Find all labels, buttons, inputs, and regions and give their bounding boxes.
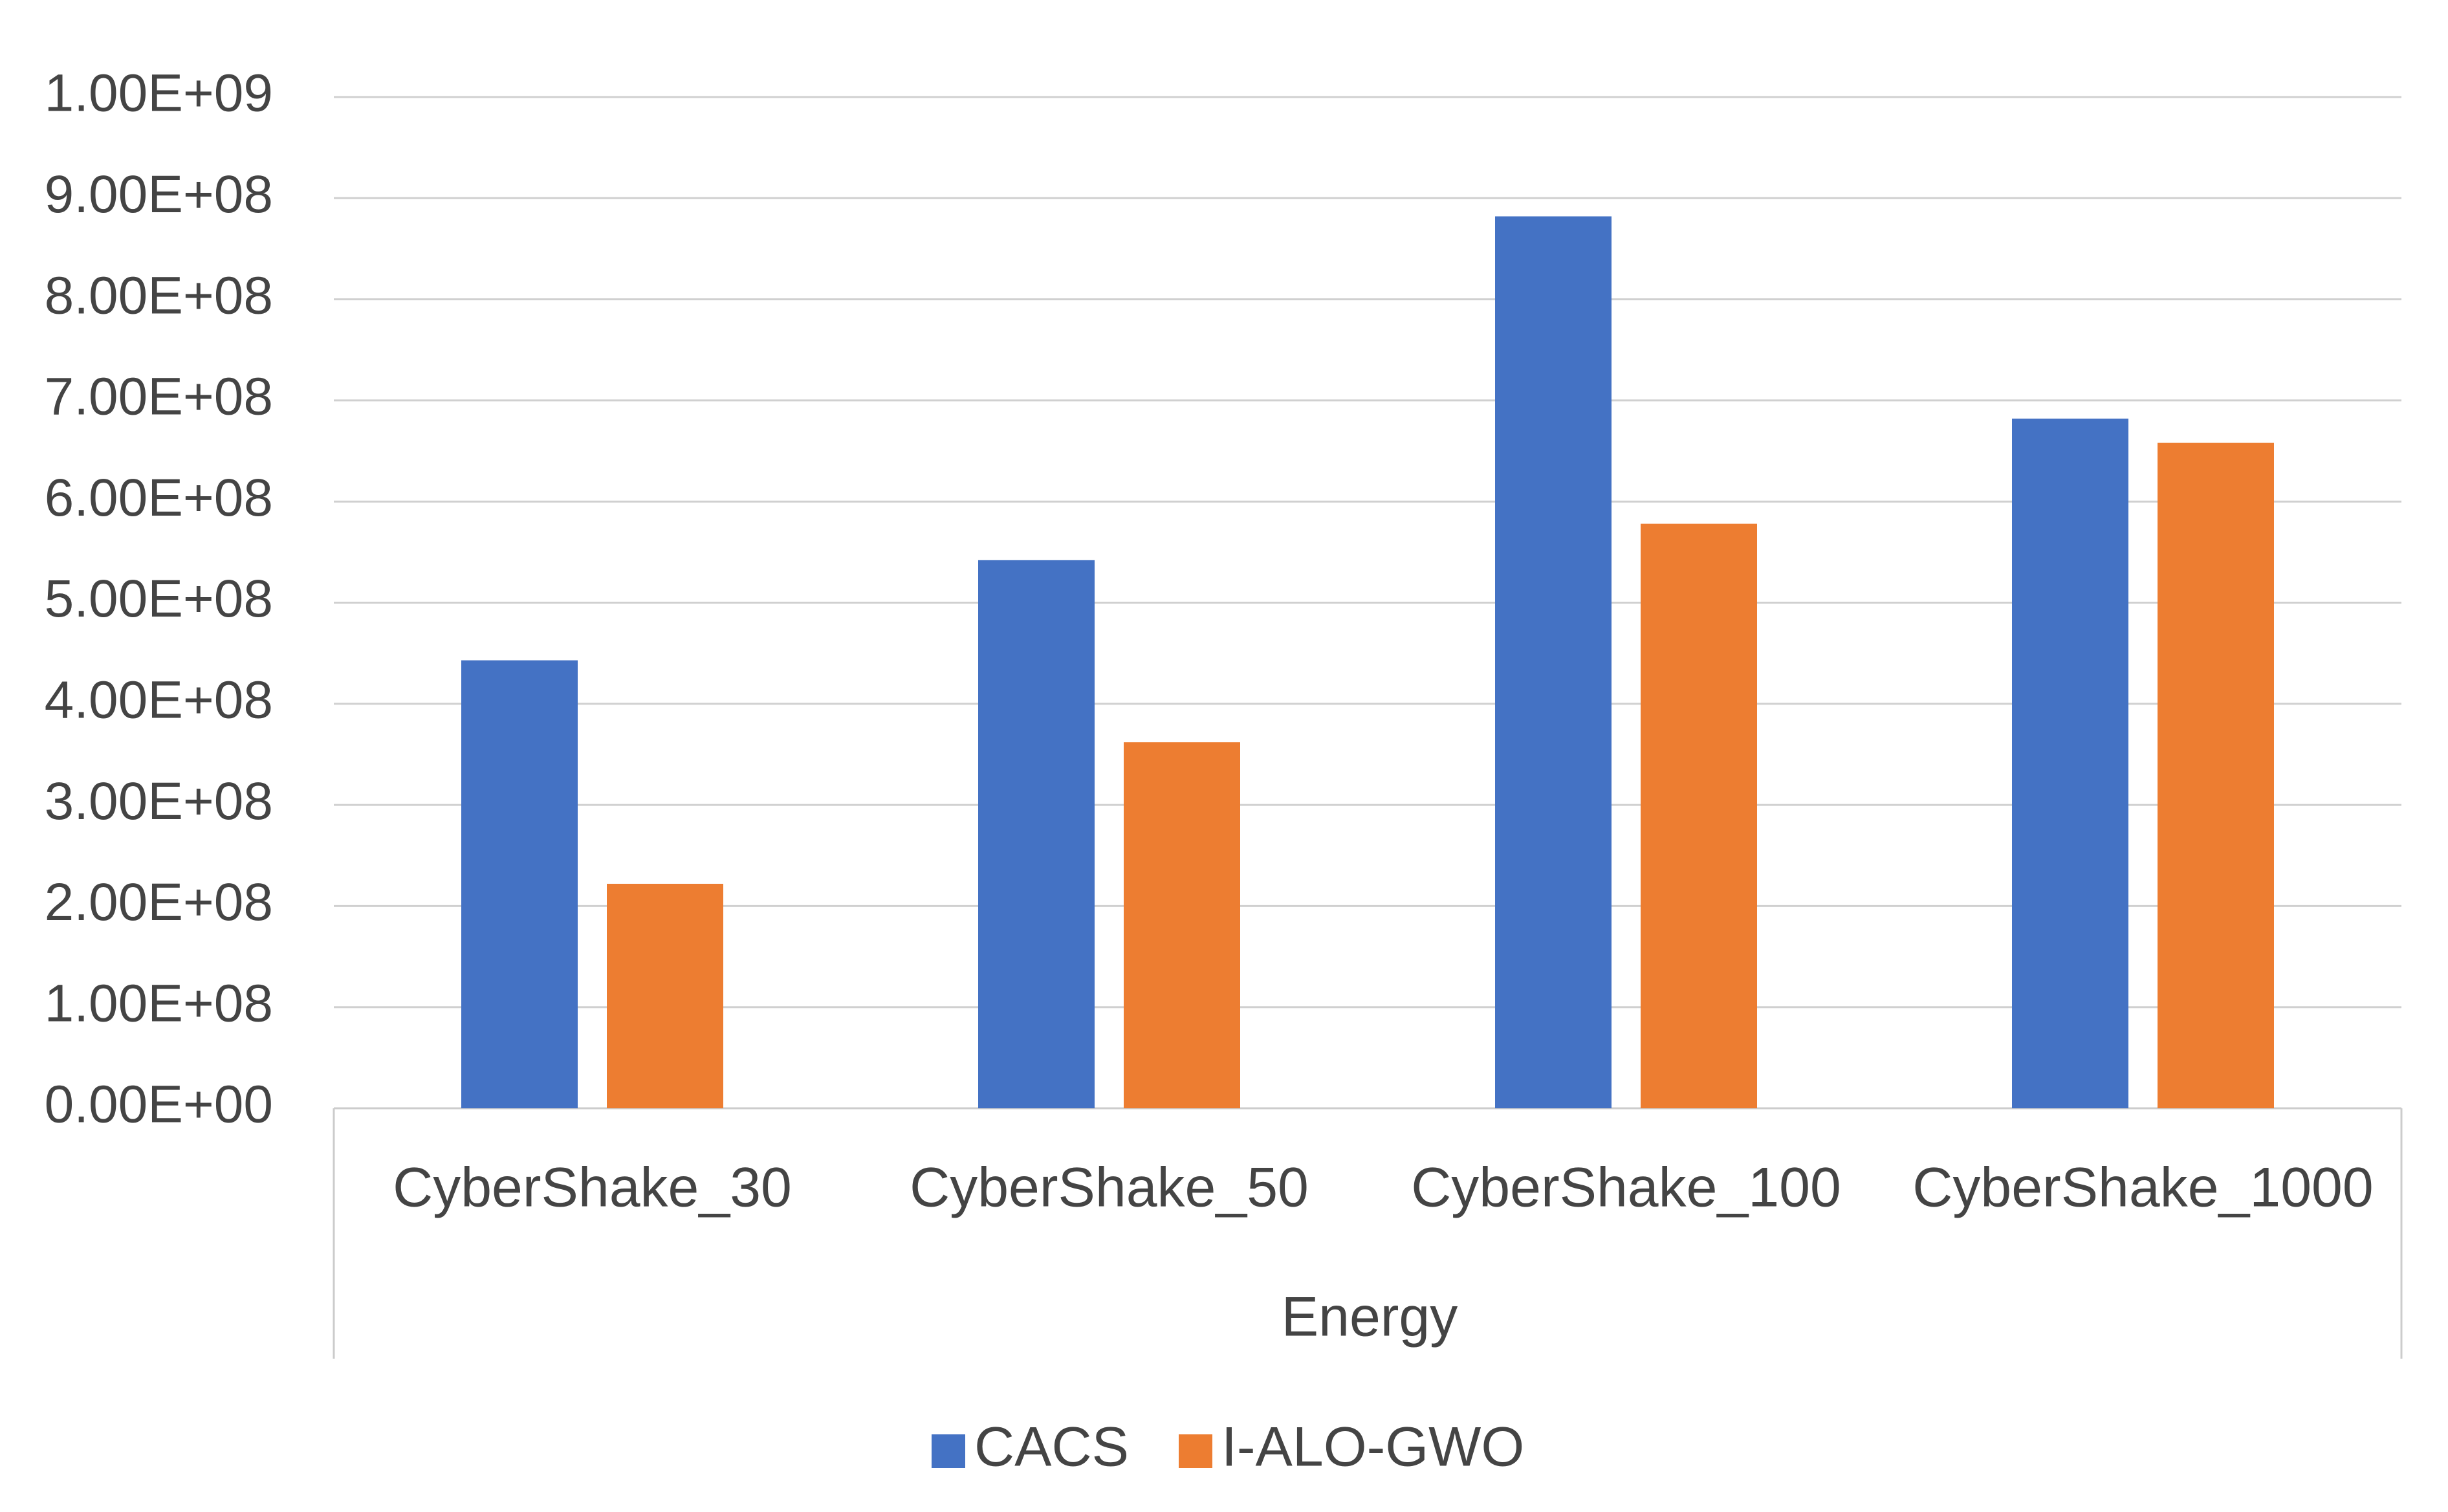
y-tick-label: 0.00E+00 bbox=[45, 1075, 273, 1134]
bar-i-alo-gwo-1 bbox=[1124, 742, 1240, 1108]
legend-label: CACS bbox=[974, 1416, 1129, 1478]
y-tick-label: 2.00E+08 bbox=[45, 873, 273, 932]
legend-swatch bbox=[1179, 1434, 1212, 1468]
y-axis-ticks: 0.00E+00 1.00E+08 2.00E+08 3.00E+08 4.00E+08… bbox=[45, 64, 273, 1134]
y-tick-label: 1.00E+09 bbox=[45, 64, 273, 123]
x-tick-label: CyberShake_1000 bbox=[1912, 1157, 2373, 1219]
bar-i-alo-gwo-3 bbox=[2158, 443, 2274, 1108]
bar-cacs-3 bbox=[2012, 419, 2128, 1109]
y-tick-label: 8.00E+08 bbox=[45, 266, 273, 325]
x-axis-ticks: CyberShake_30 CyberShake_50 CyberShake_100… bbox=[393, 1157, 2374, 1219]
y-tick-label: 9.00E+08 bbox=[45, 165, 273, 224]
legend-label: I-ALO-GWO bbox=[1221, 1416, 1524, 1478]
y-tick-label: 3.00E+08 bbox=[45, 772, 273, 831]
legend-swatch bbox=[932, 1434, 965, 1468]
bar-cacs-2 bbox=[1495, 216, 1612, 1109]
bar-i-alo-gwo-0 bbox=[607, 884, 723, 1108]
bar-cacs-0 bbox=[461, 660, 578, 1108]
bars bbox=[461, 216, 2274, 1109]
x-tick-label: CyberShake_100 bbox=[1411, 1157, 1841, 1219]
legend: CACS I-ALO-GWO bbox=[932, 1416, 1524, 1478]
group-label: Energy bbox=[1282, 1286, 1458, 1348]
y-tick-label: 7.00E+08 bbox=[45, 367, 273, 426]
y-tick-label: 4.00E+08 bbox=[45, 670, 273, 729]
y-tick-label: 6.00E+08 bbox=[45, 468, 273, 527]
bar-cacs-1 bbox=[978, 560, 1095, 1108]
x-tick-label: CyberShake_30 bbox=[393, 1157, 792, 1219]
y-tick-label: 1.00E+08 bbox=[45, 974, 273, 1033]
x-tick-label: CyberShake_50 bbox=[910, 1157, 1309, 1219]
y-tick-label: 5.00E+08 bbox=[45, 569, 273, 628]
bar-i-alo-gwo-2 bbox=[1641, 523, 1757, 1108]
